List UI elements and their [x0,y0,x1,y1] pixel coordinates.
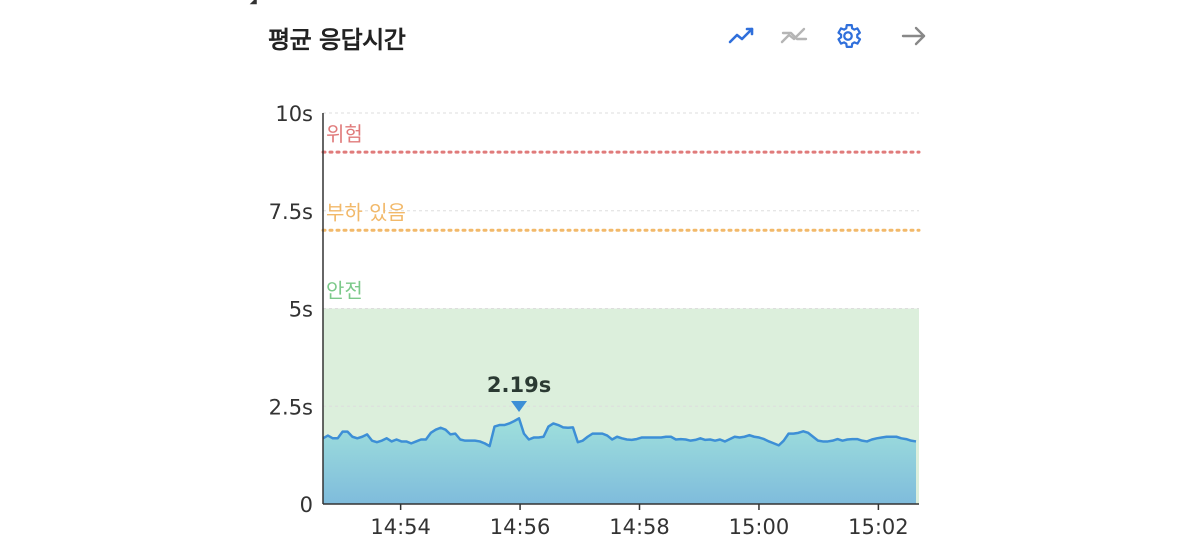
safe-zone-label: 안전 [326,279,363,303]
x-tick-label: 14:58 [609,515,670,539]
y-tick-label: 7.5s [269,200,313,224]
y-tick-label: 2.5s [269,395,313,419]
x-tick-label: 14:54 [370,515,431,539]
y-tick-label: 10s [275,102,313,126]
gear-icon[interactable] [830,18,866,54]
chart-toolbar [724,18,934,54]
arrow-right-icon[interactable] [896,18,932,54]
x-tick-label: 15:00 [729,515,790,539]
y-tick-label: 5s [289,298,313,322]
peak-marker [511,401,528,412]
threshold-label: 부하 있음 [326,200,406,224]
x-tick-label: 14:56 [490,515,551,539]
trend-compare-icon[interactable] [776,18,812,54]
threshold-label: 위험 [326,122,363,146]
peak-value-label: 2.19s [487,373,551,397]
x-tick-label: 15:02 [848,515,909,539]
series-line [322,417,917,448]
series-area [323,418,916,504]
y-tick-label: 0 [300,493,313,517]
page-title: 평균 응답시간 [268,26,406,54]
line-chart-icon[interactable] [724,18,760,54]
